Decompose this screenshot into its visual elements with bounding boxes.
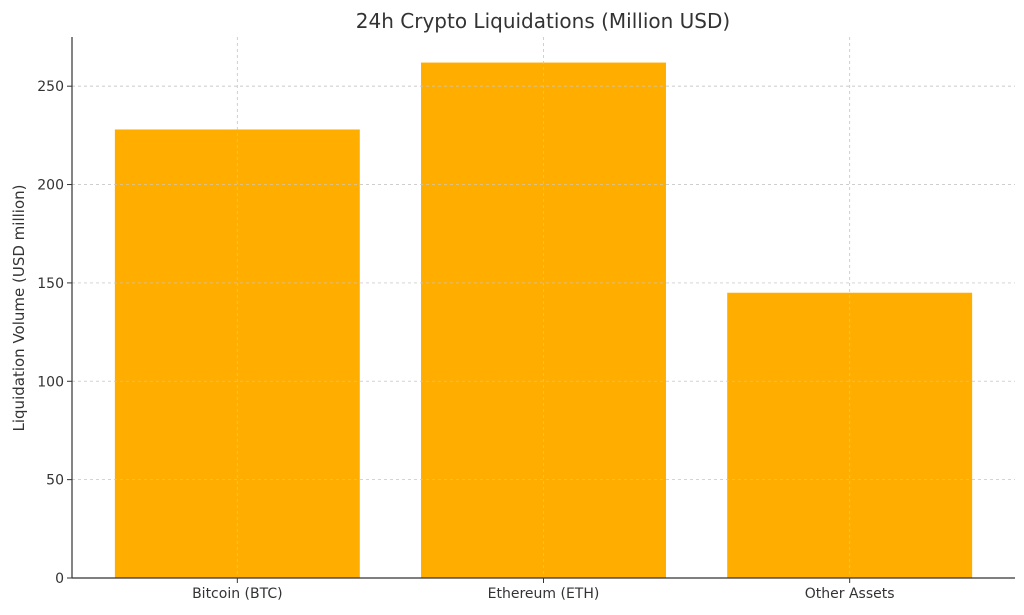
x-tick-label: Ethereum (ETH) xyxy=(488,586,600,602)
y-tick-label: 50 xyxy=(46,473,64,489)
ticks-layer: 0 50 100 150 200 250 Bitcoin (BTC) Ethereum (ET… xyxy=(37,79,894,602)
chart-title: 24h Crypto Liquidations (Million USD) xyxy=(356,9,730,33)
y-tick-label: 250 xyxy=(37,79,64,95)
y-tick-label: 150 xyxy=(37,276,64,292)
x-tick-label: Other Assets xyxy=(805,586,895,602)
y-axis-label: Liquidation Volume (USD million) xyxy=(10,185,28,432)
y-tick-label: 100 xyxy=(37,374,64,390)
x-tick-label: Bitcoin (BTC) xyxy=(192,586,283,602)
y-tick-label: 200 xyxy=(37,178,64,194)
bar xyxy=(114,129,360,578)
bars-layer xyxy=(72,37,1015,579)
y-tick-label: 0 xyxy=(55,571,64,587)
